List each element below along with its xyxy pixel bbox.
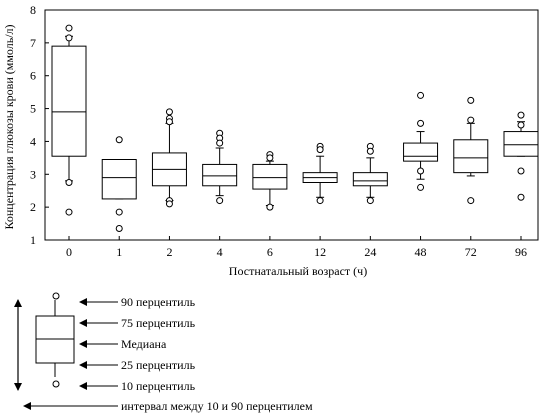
x-tick-label: 4	[217, 245, 223, 259]
y-tick-label: 7	[30, 36, 36, 50]
outlier-point	[517, 111, 525, 119]
outlier-point	[115, 225, 123, 232]
box-group-48	[403, 91, 439, 191]
outlier-point	[366, 147, 374, 155]
x-tick-label: 0	[66, 245, 72, 259]
outlier-point	[417, 183, 425, 191]
y-tick-label: 8	[30, 3, 36, 17]
outlier-point	[65, 208, 73, 216]
outlier-point	[417, 91, 425, 99]
box-group-96	[503, 111, 539, 201]
box	[352, 172, 388, 187]
box	[101, 159, 137, 200]
box-group-1	[101, 136, 137, 232]
outlier-point	[316, 146, 324, 154]
x-tick-label: 24	[364, 245, 376, 259]
outlier-point	[316, 197, 324, 205]
y-tick-label: 4	[30, 134, 36, 148]
outlier-point	[65, 179, 73, 186]
y-tick-label: 1	[30, 233, 36, 247]
legend-label-interval: интервал между 10 и 90 перцентилем	[121, 399, 313, 413]
box-group-2	[151, 108, 187, 208]
x-tick-label: 96	[515, 245, 527, 259]
legend-outlier-top	[52, 292, 60, 300]
outlier-point	[266, 154, 274, 162]
x-tick-label: 12	[314, 245, 326, 259]
plot-area	[44, 9, 539, 241]
outlier-point	[65, 34, 73, 42]
legend-label-p90: 90 перцентиль	[121, 295, 196, 309]
box	[202, 163, 238, 187]
y-tick-label: 6	[30, 69, 36, 83]
y-axis-label: Концентрация глюкозы крови (ммоль/л)	[2, 24, 16, 229]
x-tick-label: 1	[116, 245, 122, 259]
outlier-point	[467, 197, 475, 205]
outlier-point	[467, 96, 475, 104]
box	[503, 131, 539, 157]
legend-label-median: Медиана	[121, 337, 167, 351]
legend-outlier-bottom	[52, 380, 60, 388]
box-group-4	[202, 129, 238, 205]
legend-label-p75: 75 перцентиль	[121, 316, 196, 330]
outlier-point	[517, 167, 525, 175]
x-tick-label: 6	[267, 245, 273, 259]
box-group-0	[51, 24, 87, 216]
outlier-point	[517, 193, 525, 201]
y-tick-label: 2	[30, 200, 36, 214]
outlier-point	[65, 24, 73, 32]
outlier-point	[266, 203, 274, 211]
outlier-point	[165, 200, 173, 208]
x-axis: 0 1 2 4 6 12 24 48 72 96	[66, 236, 527, 259]
outlier-point	[216, 139, 224, 147]
legend-label-p10: 10 перцентиль	[121, 379, 196, 393]
x-tick-label: 2	[166, 245, 172, 259]
box-group-6	[252, 151, 288, 211]
outlier-point	[417, 167, 425, 175]
y-axis: 1 2 3 4 5 6 7 8	[30, 3, 49, 247]
box	[403, 142, 439, 162]
outlier-point	[115, 208, 123, 216]
outlier-point	[417, 119, 425, 127]
box-group-24	[352, 142, 388, 205]
legend-label-p25: 25 перцентиль	[121, 358, 196, 372]
plot-frame	[44, 9, 539, 241]
outlier-point	[165, 108, 173, 116]
outlier-point	[115, 136, 123, 144]
legend: 90 перцентиль 75 перцентиль Медиана 25 п…	[14, 292, 313, 413]
x-tick-label: 48	[415, 245, 427, 259]
box-group-12	[302, 142, 338, 205]
box-series	[51, 24, 539, 232]
box	[252, 163, 288, 190]
box	[453, 139, 489, 174]
outlier-point	[366, 197, 374, 205]
box-group-72	[453, 96, 489, 205]
outlier-point	[467, 116, 475, 124]
y-tick-label: 3	[30, 167, 36, 181]
outlier-point	[216, 197, 224, 205]
y-tick-label: 5	[30, 102, 36, 116]
x-axis-label: Постнатальный возраст (ч)	[229, 264, 367, 278]
x-tick-label: 72	[465, 245, 477, 259]
outlier-point	[517, 121, 525, 129]
outlier-point	[165, 118, 173, 126]
box	[51, 45, 87, 157]
